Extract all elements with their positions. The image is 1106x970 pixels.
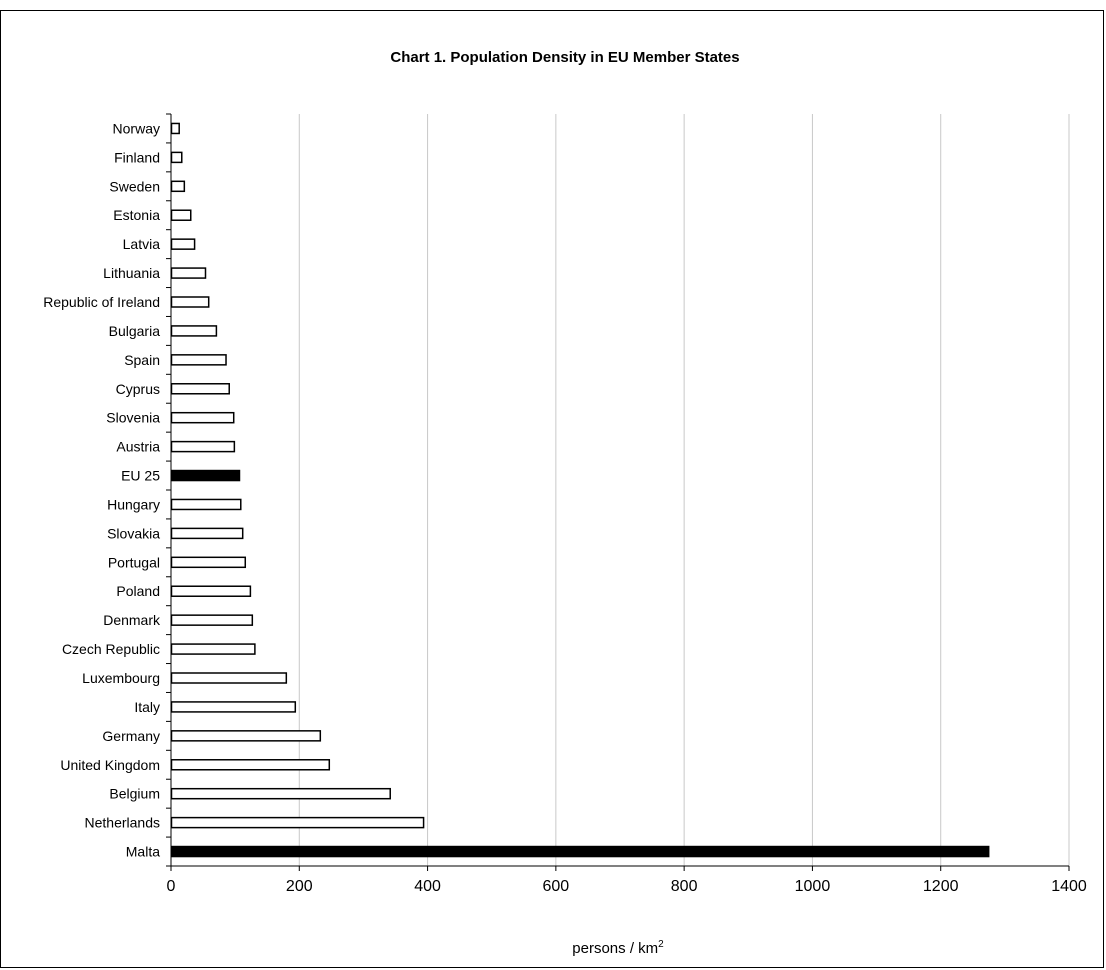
bar [170, 527, 244, 540]
bar [170, 267, 207, 279]
bar [170, 411, 235, 424]
chart-title: Chart 1. Population Density in EU Member… [390, 49, 739, 66]
x-tick-label: 1000 [795, 878, 831, 895]
bar [170, 787, 391, 800]
bar [170, 556, 247, 569]
bar [170, 614, 254, 626]
category-label: Malta [126, 844, 160, 860]
bar [170, 672, 288, 684]
bar [170, 238, 196, 250]
category-label: Slovenia [106, 410, 160, 426]
bar [170, 816, 425, 829]
category-label: Austria [116, 439, 160, 455]
bar [170, 440, 236, 453]
bar [170, 383, 230, 395]
bar [170, 469, 241, 482]
category-label: Sweden [109, 178, 160, 194]
bar [170, 151, 183, 164]
category-label: Luxembourg [82, 670, 160, 686]
category-label: Netherlands [85, 815, 161, 831]
category-label: EU 25 [121, 468, 160, 484]
bar [170, 730, 322, 742]
bar [170, 209, 192, 221]
gridlines [298, 114, 1070, 866]
x-tick-label: 0 [167, 878, 176, 895]
bar [170, 325, 218, 337]
bar [170, 585, 252, 597]
category-label: Bulgaria [109, 323, 161, 339]
bar [170, 180, 186, 193]
category-labels: Norway Finland Sweden Estonia Latvia Lithuani… [43, 120, 161, 859]
x-tick-label: 200 [286, 878, 313, 895]
x-tick-label: 1400 [1051, 878, 1087, 895]
x-axis-title-superscript: 2 [658, 939, 664, 950]
chart-frame [0, 10, 1104, 968]
category-label: Belgium [109, 786, 160, 802]
bar [170, 296, 210, 308]
category-label: Latvia [123, 236, 161, 252]
bars [170, 122, 990, 858]
x-axis-title: persons / km2 [572, 939, 664, 957]
category-label: Czech Republic [62, 641, 160, 657]
bar [170, 354, 227, 366]
category-label: Republic of Ireland [43, 294, 160, 310]
category-label: Hungary [107, 496, 160, 512]
bar [170, 845, 990, 858]
category-label: Spain [124, 352, 160, 368]
category-label: Estonia [113, 207, 160, 223]
x-tick-label: 1200 [923, 878, 959, 895]
category-label: United Kingdom [60, 757, 160, 773]
bar [170, 122, 180, 135]
bar [170, 498, 242, 511]
category-label: Germany [102, 728, 160, 744]
category-label: Finland [114, 149, 160, 165]
x-tick-labels: 0 200 400 600 800 1000 1200 1400 [167, 878, 1087, 895]
category-label: Cyprus [116, 381, 160, 397]
bar [170, 759, 331, 771]
x-tick-label: 400 [414, 878, 441, 895]
x-tick-label: 800 [671, 878, 698, 895]
category-label: Poland [116, 583, 160, 599]
category-label: Denmark [103, 612, 161, 628]
category-label: Italy [134, 699, 160, 715]
x-tick-label: 600 [543, 878, 570, 895]
bar [170, 643, 256, 655]
category-label: Slovakia [107, 525, 160, 541]
x-axis-title-text: persons / km [572, 940, 658, 957]
category-label: Portugal [108, 554, 160, 570]
category-label: Norway [113, 120, 160, 136]
axes [166, 113, 1070, 871]
category-label: Lithuania [103, 265, 160, 281]
bar [170, 701, 297, 713]
